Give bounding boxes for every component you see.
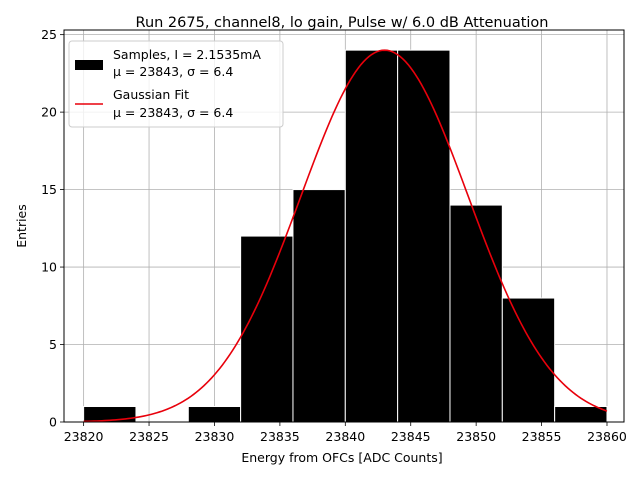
y-ticks: 0 5 10 15 20 25 xyxy=(41,27,64,430)
y-tick-label: 5 xyxy=(49,337,57,352)
legend-samples-stats: μ = 23843, σ = 6.4 xyxy=(113,64,233,79)
gaussian-fit-curve xyxy=(83,49,608,423)
legend-box xyxy=(68,40,284,128)
y-axis-label: Entries xyxy=(14,204,29,248)
histogram-bar xyxy=(449,204,503,423)
legend-swatch-samples xyxy=(75,60,103,70)
legend: Samples, I = 2.1535mA μ = 23843, σ = 6.4… xyxy=(68,40,284,128)
histogram-bar xyxy=(397,49,451,423)
y-tick-label: 25 xyxy=(41,27,57,42)
y-tick-label: 10 xyxy=(41,260,57,275)
x-tick-label: 23825 xyxy=(129,429,169,444)
histogram-bar xyxy=(344,49,399,423)
plot-frame xyxy=(63,29,625,423)
y-tick-label: 0 xyxy=(49,415,57,430)
legend-samples-label: Samples, I = 2.1535mA xyxy=(113,47,261,62)
x-tick-label: 23840 xyxy=(325,429,365,444)
x-tick-label: 23855 xyxy=(522,429,562,444)
legend-fit-stats: μ = 23843, σ = 6.4 xyxy=(113,105,233,120)
y-tick-label: 20 xyxy=(41,105,57,120)
legend-fit-label: Gaussian Fit xyxy=(113,87,189,102)
x-tick-label: 23850 xyxy=(456,429,496,444)
x-axis-label: Energy from OFCs [ADC Counts] xyxy=(241,450,442,465)
histogram-bar xyxy=(501,297,556,423)
x-tick-label: 23860 xyxy=(587,429,627,444)
x-tick-label: 23835 xyxy=(260,429,300,444)
x-tick-label: 23845 xyxy=(391,429,431,444)
histogram-bar xyxy=(187,406,242,423)
x-ticks: 23820 23825 23830 23835 23840 23845 23850 23855… xyxy=(64,422,627,444)
histogram-bar xyxy=(292,189,346,423)
histogram-bar xyxy=(240,235,294,423)
chart-title: Run 2675, channel8, lo gain, Pulse w/ 6.… xyxy=(136,15,549,31)
bars-layer xyxy=(83,49,608,423)
y-tick-label: 15 xyxy=(41,182,57,197)
x-tick-label: 23830 xyxy=(195,429,235,444)
x-tick-label: 23820 xyxy=(64,429,104,444)
